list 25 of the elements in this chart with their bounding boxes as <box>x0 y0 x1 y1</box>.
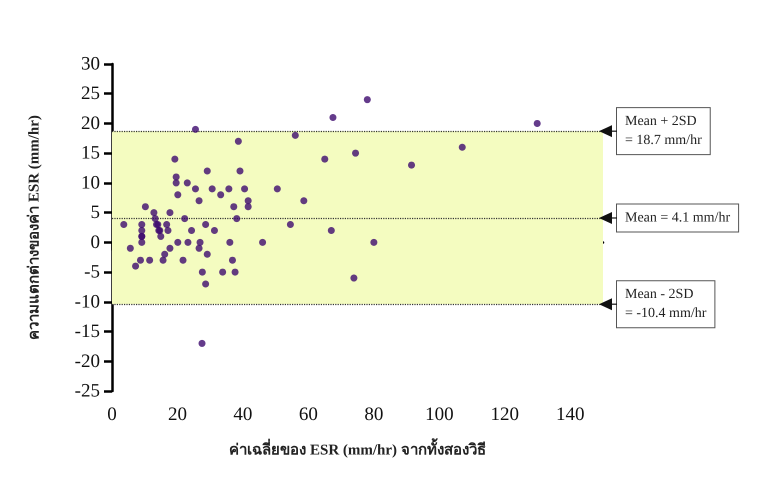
y-axis-title: ความแตกต่างของค่า ESR (mm/hr) <box>26 115 42 340</box>
y-tick-label: 0 <box>90 232 100 253</box>
x-tick-label: 0 <box>107 404 117 425</box>
x-tick-label: 120 <box>490 404 520 425</box>
y-tick-label: 10 <box>81 172 100 194</box>
y-tick-label: -15 <box>74 321 100 342</box>
x-tick-label: 100 <box>425 404 454 425</box>
ref-line-label: Mean - 2SD = -10.4 mm/hr <box>625 287 707 322</box>
y-tick-label: -10 <box>74 291 100 312</box>
y-tick-label: 15 <box>81 142 100 164</box>
y-tick-label: 20 <box>81 112 100 134</box>
x-tick-label: 40 <box>233 404 252 425</box>
x-tick-label: 80 <box>364 404 384 425</box>
y-tick-label: 5 <box>90 202 100 224</box>
y-tick-label: -25 <box>74 380 100 402</box>
y-tick-label: 25 <box>81 83 100 104</box>
x-tick-label: 20 <box>168 404 187 425</box>
ref-line-label: Mean + 2SD = 18.7 mm/hr <box>625 114 702 148</box>
y-tick-label: 30 <box>81 54 100 74</box>
x-axis-title: ค่าเฉลี่ยของ ESR (mm/hr) จากทั้งสองวิธี <box>229 438 486 458</box>
y-tick-label: -20 <box>74 350 100 372</box>
x-tick-label: 140 <box>556 404 585 425</box>
ref-line-label: Mean = 4.1 mm/hr <box>625 210 730 226</box>
x-tick-label: 60 <box>298 404 318 425</box>
y-tick-label: -5 <box>84 262 100 283</box>
